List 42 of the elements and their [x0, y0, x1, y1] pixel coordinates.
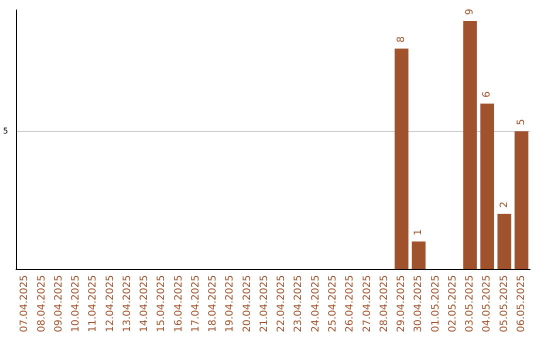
bar	[497, 214, 512, 269]
x-tick-label: 02.05.2025	[447, 275, 458, 332]
x-tick-label: 25.04.2025	[328, 275, 338, 332]
x-tick-label: 18.04.2025	[208, 275, 219, 332]
x-tick-label: 30.04.2025	[413, 275, 424, 332]
bar	[480, 104, 494, 269]
x-tick-label: 23.04.2025	[293, 275, 304, 332]
x-tick-label: 06.05.2025	[516, 275, 527, 332]
x-tick-label: 08.04.2025	[36, 275, 48, 332]
data-label: 5	[516, 118, 527, 126]
x-tick-label: 27.04.2025	[362, 275, 373, 332]
x-tick-label: 12.04.2025	[104, 275, 116, 332]
x-tick-label: 09.04.2025	[53, 275, 64, 332]
x-tick-label: 17.04.2025	[190, 275, 202, 332]
x-tick-label: 14.04.2025	[139, 275, 150, 332]
x-tick-label: 19.04.2025	[224, 275, 236, 332]
data-label: 9	[464, 8, 476, 16]
x-tick-label: 16.04.2025	[173, 275, 184, 332]
x-tick-label: 28.04.2025	[378, 275, 390, 332]
bar	[412, 241, 426, 269]
x-tick-label: 04.05.2025	[482, 275, 493, 332]
bar	[394, 48, 408, 269]
data-label: 6	[482, 91, 493, 98]
x-tick-label: 07.04.2025	[19, 275, 30, 332]
x-tick-label: 24.04.2025	[310, 275, 322, 332]
x-tick-label: 13.04.2025	[122, 275, 133, 332]
x-tick-label: 26.04.2025	[344, 275, 356, 332]
x-tick-label: 21.04.2025	[258, 275, 270, 332]
data-label: 1	[413, 229, 424, 236]
x-tick-label: 05.05.2025	[498, 275, 510, 332]
x-tick-label: 15.04.2025	[156, 275, 168, 332]
data-label: 2	[498, 202, 510, 208]
bar	[514, 131, 528, 269]
x-tick-label: 11.04.2025	[88, 275, 99, 332]
x-tick-label: 29.04.2025	[396, 275, 408, 332]
x-tick-label: 10.04.2025	[70, 275, 82, 332]
x-tick-label: 03.05.2025	[464, 275, 476, 332]
x-tick-label: 22.04.2025	[276, 275, 288, 332]
x-tick-label: 01.05.2025	[430, 275, 442, 332]
bar	[463, 21, 477, 269]
data-label: 8	[396, 36, 408, 43]
x-tick-label: 20.04.2025	[242, 275, 253, 332]
